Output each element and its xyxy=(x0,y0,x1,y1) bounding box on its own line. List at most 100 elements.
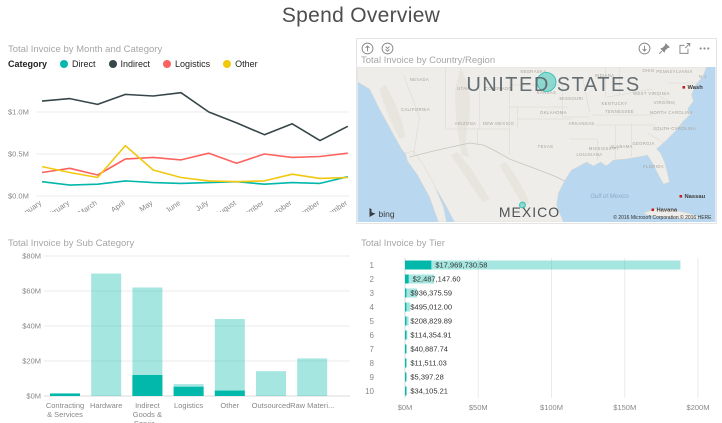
line-legend: Category Direct Indirect Logistics Other xyxy=(8,58,353,70)
map-state-label: GEORGIA xyxy=(632,141,654,146)
map-city-label: Havana xyxy=(657,208,678,214)
column-highlighted[interactable] xyxy=(214,390,245,396)
map-city-label: Wash xyxy=(688,85,704,91)
map-state-label: UTAH xyxy=(457,86,470,91)
panel-invoice-by-month-and-category: Total Invoice by Month and Category Cate… xyxy=(8,44,353,227)
legend-item-other[interactable]: Other xyxy=(223,59,258,69)
hbar-highlighted[interactable] xyxy=(405,316,407,326)
panel-invoice-by-country-region: Total Invoice by Country/Region xyxy=(356,38,717,224)
hbar-total[interactable] xyxy=(405,288,418,298)
hbar-highlighted[interactable] xyxy=(405,274,409,284)
hbar-highlighted[interactable] xyxy=(405,344,407,354)
x-axis-label: Other xyxy=(220,401,239,410)
legend-item-direct[interactable]: Direct xyxy=(60,59,96,69)
y-axis-label: 1 xyxy=(370,261,375,270)
subcat-panel-title: Total Invoice by Sub Category xyxy=(8,238,135,249)
hbar-highlighted[interactable] xyxy=(405,288,407,298)
map-cuba-island xyxy=(642,208,701,220)
map-state-label: PENNSYLVANIA xyxy=(656,69,692,74)
y-axis-label: 8 xyxy=(370,359,375,368)
y-axis-label: $1.0M xyxy=(8,108,29,117)
focus-mode-icon[interactable] xyxy=(678,42,691,55)
map-country-label-mexico: MEXICO xyxy=(499,204,560,220)
panel-invoice-by-sub-category: Total Invoice by Sub Category $0M $20M $40… xyxy=(8,238,353,423)
line-series-direct[interactable] xyxy=(41,175,348,186)
expand-all-icon[interactable] xyxy=(381,42,394,55)
map-state-label: VIRGINIA xyxy=(654,100,676,105)
bar-value-label: $11,511.03 xyxy=(410,359,446,368)
column-total[interactable] xyxy=(297,358,328,396)
hbar-highlighted[interactable] xyxy=(405,386,407,396)
y-axis-label: 2 xyxy=(370,275,375,284)
hbar-total[interactable] xyxy=(405,316,409,326)
legend-item-label: Indirect xyxy=(120,59,151,69)
map-state-label: NORTH CAROLINA xyxy=(650,110,693,115)
bing-map[interactable]: CALIFORNIA NEVADA UTAH COLORADO NEBRASKA KANS… xyxy=(357,67,716,222)
y-axis-label: 10 xyxy=(365,387,374,396)
bar-value-label: $208,829.89 xyxy=(410,317,452,326)
y-axis-label: $0M xyxy=(26,392,41,401)
x-axis-label: March xyxy=(77,198,99,212)
hbar-highlighted[interactable] xyxy=(405,330,407,340)
map-baja-peninsula xyxy=(405,150,447,222)
page-title: Spend Overview xyxy=(281,4,441,27)
legend-item-label: Logistics xyxy=(175,59,211,69)
map-state-borders xyxy=(403,67,703,160)
map-bubble[interactable] xyxy=(536,72,557,92)
hbar-highlighted[interactable] xyxy=(405,358,407,368)
map-state-label: N.J. xyxy=(699,74,708,79)
drill-down-icon[interactable] xyxy=(638,42,651,55)
line-series-logistics[interactable] xyxy=(41,152,348,176)
legend-item-indirect[interactable]: Indirect xyxy=(108,59,151,69)
x-axis-label: Contracting & Services xyxy=(46,401,84,419)
x-axis-label: June xyxy=(164,198,182,212)
column-highlighted[interactable] xyxy=(50,393,80,396)
map-state-label: ARKANSAS xyxy=(568,121,594,126)
bar-value-label: $40,887.74 xyxy=(410,345,448,354)
line-series-indirect[interactable] xyxy=(41,91,349,142)
map-city-marker xyxy=(651,208,655,212)
y-axis-label: 5 xyxy=(370,317,375,326)
map-state-label: WEST VIRGINIA xyxy=(633,91,670,96)
legend-dot-icon xyxy=(60,60,69,68)
y-axis-label: 7 xyxy=(370,345,375,354)
pin-icon[interactable] xyxy=(658,42,671,55)
hbar-total[interactable] xyxy=(405,274,435,284)
map-state-label: NEVADA xyxy=(410,77,429,82)
drill-up-icon[interactable] xyxy=(361,42,374,55)
column-total[interactable] xyxy=(91,273,122,397)
more-options-icon[interactable] xyxy=(698,42,711,55)
x-axis-label: May xyxy=(138,198,155,212)
hbar-highlighted[interactable] xyxy=(405,372,407,382)
map-city-marker xyxy=(679,195,683,198)
map-state-label: INDIANA xyxy=(595,73,615,78)
hbar-total[interactable] xyxy=(405,302,411,312)
column-highlighted[interactable] xyxy=(173,386,204,396)
x-axis-label: October xyxy=(266,198,293,212)
y-axis-label: $80M xyxy=(22,252,41,261)
x-axis-label: $100M xyxy=(540,403,563,412)
map-state-label: OHIO xyxy=(642,68,655,73)
x-axis-label: Hardware xyxy=(90,401,123,410)
y-axis-label: $60M xyxy=(22,287,41,296)
map-us-mexico-border xyxy=(409,142,565,182)
legend-item-logistics[interactable]: Logistics xyxy=(163,59,210,69)
panel-invoice-by-tier: Total Invoice by Tier $0M $50M $100M $150M $… xyxy=(361,238,722,423)
bar-value-label: $495,012.00 xyxy=(410,303,452,312)
hbar-highlighted[interactable] xyxy=(405,260,432,270)
column-highlighted[interactable] xyxy=(132,375,163,396)
hbar-total[interactable] xyxy=(405,260,681,270)
column-total[interactable] xyxy=(214,319,245,396)
map-state-label: TEXAS xyxy=(538,144,554,149)
map-state-label: MISSISSIPPI xyxy=(589,146,618,151)
column-total[interactable] xyxy=(256,371,286,396)
legend-title: Category xyxy=(8,59,48,69)
map-bubble[interactable] xyxy=(519,201,526,209)
hbar-highlighted[interactable] xyxy=(405,302,407,312)
x-axis-label: $150M xyxy=(613,403,636,412)
map-state-label: TENNESSEE xyxy=(605,109,634,114)
map-state-label: NEBRASKA xyxy=(520,69,546,74)
line-series-other[interactable] xyxy=(41,144,348,183)
